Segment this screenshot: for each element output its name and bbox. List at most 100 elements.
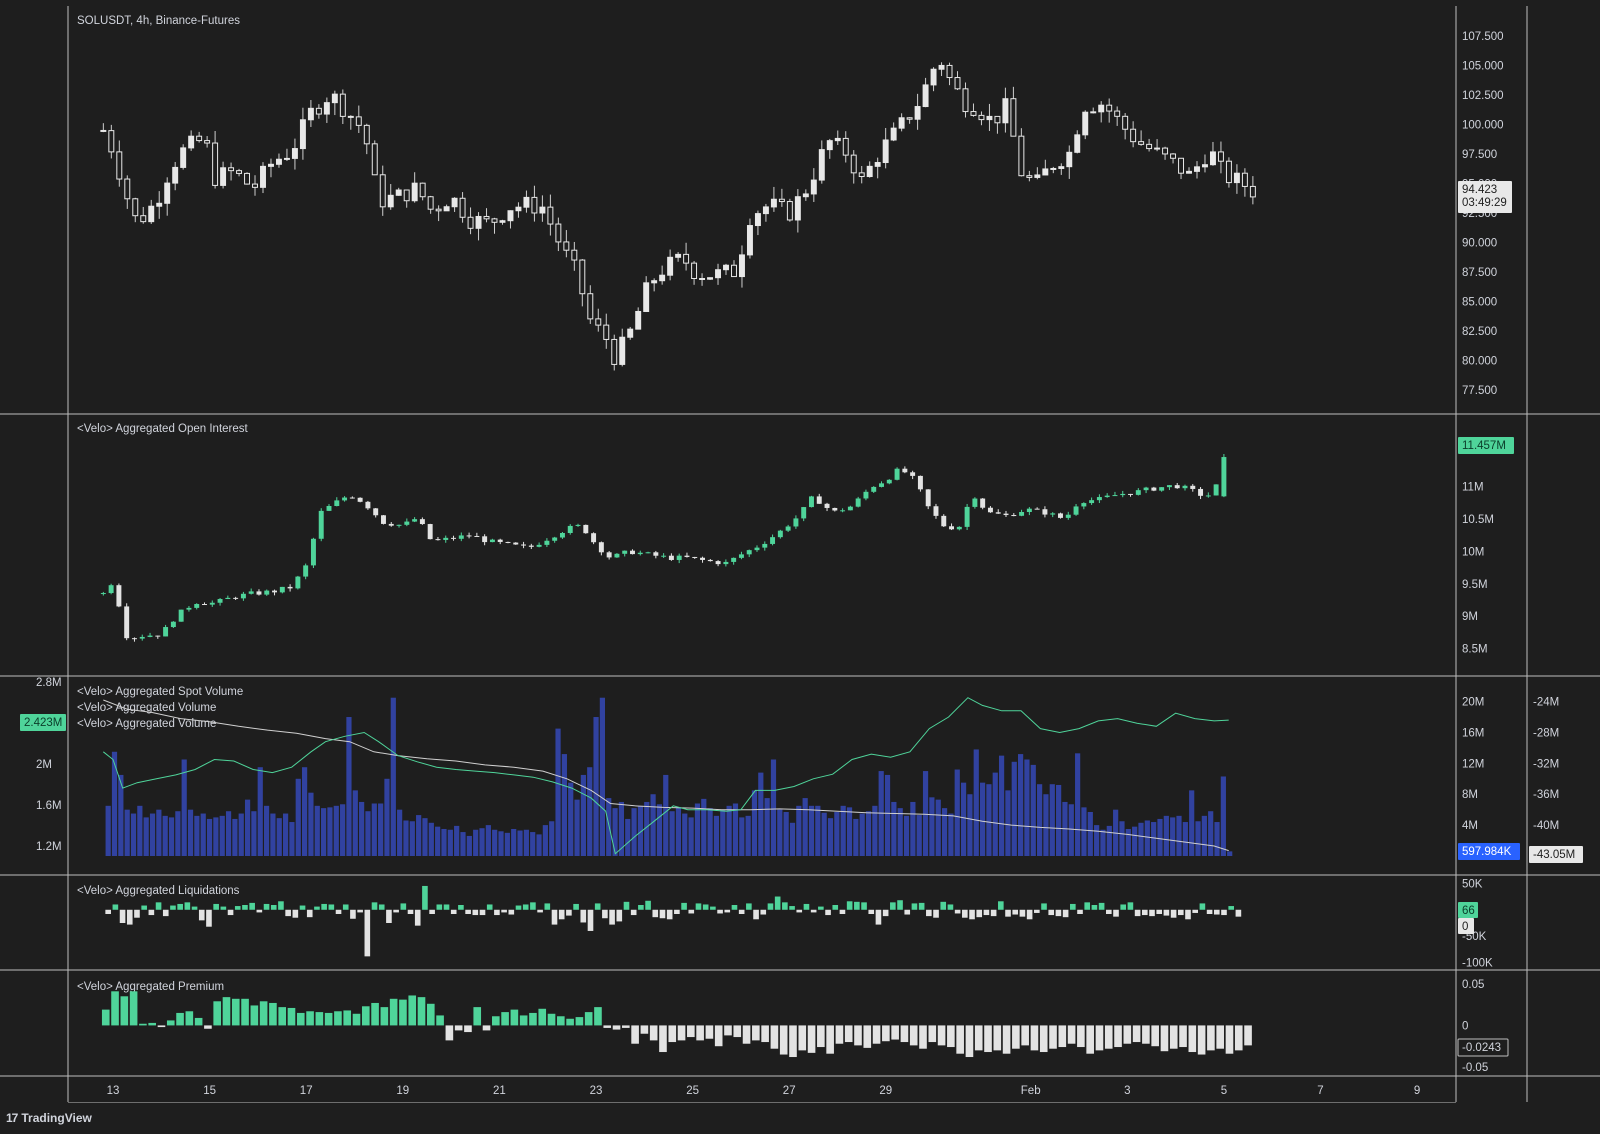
- premium-bar: [204, 1025, 212, 1029]
- premium-bar: [259, 1001, 268, 1026]
- price-tick-label: 87.500: [1462, 267, 1497, 279]
- liquidation-bar: [594, 903, 601, 910]
- price-candle-body: [715, 269, 721, 279]
- volume-bar: [897, 808, 903, 856]
- volume-secondary-tick-label: -32M: [1533, 758, 1559, 770]
- time-tick-label: 27: [783, 1085, 796, 1097]
- liquidation-bar: [371, 902, 378, 910]
- premium-bar: [371, 1002, 379, 1026]
- liquidation-bar: [746, 903, 752, 910]
- oi-candle-body: [256, 591, 262, 595]
- oi-candle-body: [1042, 509, 1048, 515]
- liquidation-bar: [162, 909, 169, 917]
- liquidation-bar: [450, 909, 457, 914]
- premium-bar: [928, 1025, 937, 1043]
- oi-candle-body: [419, 519, 425, 525]
- volume-bar: [137, 805, 143, 856]
- volume-secondary-tick-label: -36M: [1533, 789, 1559, 801]
- price-candle-body: [244, 172, 251, 185]
- premium-last-label-bg: [1457, 1038, 1509, 1057]
- price-candle-body: [659, 274, 666, 282]
- price-last-label-text: 03:49:29: [1462, 197, 1507, 209]
- liquidation-last-label-zero: 0: [1458, 918, 1474, 934]
- oi-candle-body: [583, 524, 589, 534]
- price-candle-body: [108, 130, 115, 153]
- oi-candle-body: [1034, 508, 1040, 510]
- liquidation-bar: [659, 909, 666, 919]
- volume-bar: [954, 769, 960, 856]
- volume-secondary-last-label-text: -43.05M: [1533, 849, 1575, 861]
- volume-bar: [891, 801, 897, 856]
- oi-candle-body: [700, 557, 706, 560]
- liquidation-bar: [674, 909, 680, 914]
- price-candle-body: [994, 115, 1001, 124]
- oi-candle-body: [396, 524, 402, 526]
- premium-bar: [1058, 1025, 1067, 1048]
- price-candle-body: [746, 225, 753, 256]
- oi-candle-body: [310, 538, 316, 566]
- liquidation-bar: [1120, 904, 1127, 910]
- oi-candle-body: [124, 606, 130, 639]
- oi-candle-body: [163, 627, 169, 637]
- oi-candle-body: [147, 635, 153, 637]
- time-axis: 13 15 17 19 21 23 25 27 29 Feb 3 5 7 9: [107, 1085, 1421, 1097]
- volume-bar: [504, 832, 510, 856]
- premium-tick-label: 0: [1462, 1020, 1468, 1032]
- oi-candle-body: [575, 524, 581, 526]
- price-candle-body: [930, 68, 937, 86]
- volume-bar: [555, 728, 561, 856]
- premium-bar: [306, 1011, 314, 1026]
- liquidation-bar: [861, 902, 867, 910]
- volume-bar: [422, 818, 428, 856]
- oi-candle-body: [995, 512, 1001, 514]
- oi-candle-body: [917, 475, 923, 490]
- premium-bar: [705, 1025, 714, 1039]
- oi-candle-body: [684, 555, 690, 557]
- premium-bar: [389, 998, 398, 1026]
- liquidation-bar: [630, 909, 637, 916]
- oi-candle-body: [1104, 495, 1110, 498]
- time-tick-label: 9: [1414, 1085, 1420, 1097]
- volume-bar: [124, 809, 130, 856]
- liquidation-bar: [940, 901, 947, 910]
- time-tick-label: 3: [1124, 1085, 1130, 1097]
- liquidation-bar: [738, 909, 745, 914]
- oi-candle-body: [676, 555, 682, 560]
- volume-bar: [625, 818, 631, 856]
- oi-candle-body: [980, 498, 986, 508]
- premium-bar: [863, 1025, 872, 1048]
- oi-candle-body: [513, 542, 519, 545]
- time-tick-label: 15: [203, 1085, 216, 1097]
- liquidation-bar: [436, 904, 443, 910]
- liquidation-bar: [558, 909, 565, 920]
- oi-candle-body: [1166, 485, 1172, 488]
- price-candle-body: [1106, 104, 1113, 112]
- price-candle-body: [898, 117, 905, 129]
- volume-bar: [986, 784, 992, 856]
- volume-bar: [130, 813, 137, 856]
- liquidation-bar: [220, 906, 227, 910]
- price-candle-body: [619, 336, 626, 365]
- liquidation-bar: [1062, 909, 1069, 918]
- liquidation-bar: [652, 909, 659, 918]
- oi-candle-body: [225, 597, 231, 600]
- price-candle-body: [1138, 141, 1145, 145]
- price-candle-body: [531, 196, 538, 214]
- oi-candle-body: [528, 545, 534, 547]
- oi-candle-body: [1019, 511, 1025, 516]
- oi-candle-body: [443, 537, 449, 540]
- premium-bar: [101, 1009, 110, 1026]
- volume-bar: [289, 822, 295, 856]
- premium-bar: [575, 1017, 584, 1026]
- oi-candle-body: [777, 530, 783, 538]
- oi-tick-label: 11M: [1462, 482, 1484, 494]
- premium-bar: [844, 1025, 853, 1043]
- oi-candle-body: [458, 535, 464, 539]
- volume-bar: [948, 813, 954, 856]
- premium-bar: [1151, 1025, 1159, 1047]
- tradingview-logo[interactable]: 17 TradingView: [6, 1111, 92, 1125]
- volume-bar: [941, 808, 948, 856]
- liquidation-bar: [616, 909, 623, 922]
- volume-bar: [352, 790, 358, 856]
